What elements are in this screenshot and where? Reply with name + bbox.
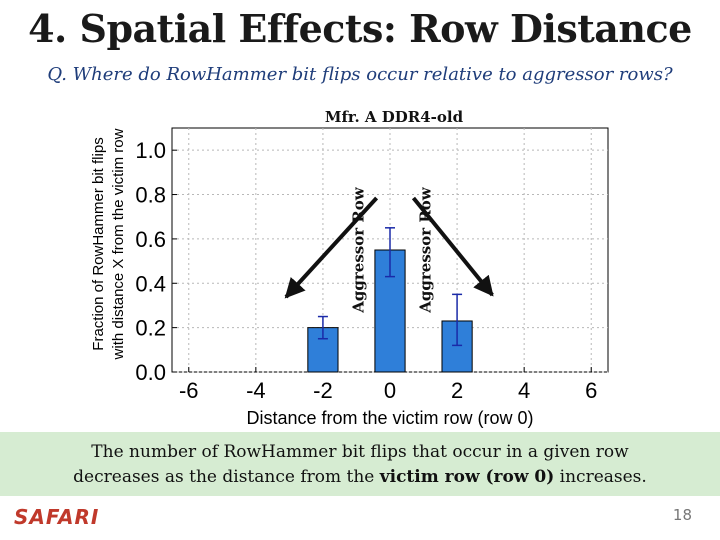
arrow-right [411,196,494,297]
bar-chart: 0.0 0.2 0.4 0.6 0.8 1.0 -6 -4 -2 0 2 4 6 Aggressor Ro… [90,108,609,428]
safari-logo: SAFARI [14,505,100,529]
aggressor-row-label: Aggressor Row [349,186,367,314]
chart-title: Mfr. A DDR4-old [325,108,464,126]
x-tick-label: 2 [451,378,463,403]
y-tick-label: 1.0 [135,138,166,163]
callout-line-1: The number of RowHammer bit flips that o… [91,442,629,462]
slide-title: 4. Spatial Effects: Row Distance [28,6,692,51]
arrow-left [284,196,379,299]
callout-line-2-end: increases. [554,467,647,487]
y-tick-label: 0.2 [135,316,166,341]
conclusion-callout: The number of RowHammer bit flips that o… [0,432,720,496]
y-tick-label: 0.0 [135,360,166,385]
y-axis-label-line: Fraction of RowHammer bit flips [90,137,107,350]
y-axis-label-line: with distance X from the victim row [110,128,127,360]
x-axis-label: Distance from the victim row (row 0) [246,408,533,428]
y-tick-label: 0.8 [135,183,166,208]
y-tick-label: 0.6 [135,227,166,252]
y-tick-label: 0.4 [135,271,166,296]
x-tick-label: 6 [585,378,597,403]
question-text: Q. Where do RowHammer bit flips occur re… [47,64,673,85]
x-tick-label: -6 [179,378,199,403]
callout-line-2: decreases as the distance from the [73,467,380,487]
x-tick-label: 4 [518,378,530,403]
page-number: 18 [672,506,692,524]
x-tick-label: 0 [384,378,396,403]
callout-emphasis: victim row (row 0) [379,467,555,487]
x-tick-label: -2 [313,378,333,403]
x-tick-label: -4 [246,378,266,403]
